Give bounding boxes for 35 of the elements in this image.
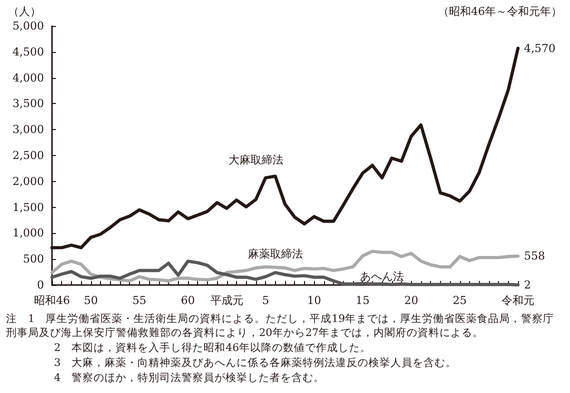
series-label: 大麻取締法	[228, 154, 284, 167]
x-tick-label: 昭和46	[34, 294, 70, 307]
y-tick-label: 4,500	[12, 45, 44, 58]
text: 注 1 厚生労働省医薬・生活衛生局の資料による。ただし，平成19年までは，厚生労働省医薬食品局，警察庁刑事局及び海上保安庁警備救難部の各資料により，20年から27年までは，内閣府の資料による。	[6, 312, 554, 339]
series-label: あへん法	[360, 270, 404, 283]
y-tick-label: 500	[23, 252, 44, 266]
x-tick-label: 55	[132, 294, 146, 307]
x-tick-label: 令和元	[502, 294, 534, 307]
y-tick-label: 1,500	[12, 200, 44, 214]
data-label: 558	[524, 250, 545, 263]
y-tick-label: 3,000	[12, 123, 44, 136]
y-tick-label: 0	[37, 278, 44, 292]
y-tick-label: 4,000	[12, 71, 44, 84]
data-label: 4,570	[524, 42, 556, 55]
data-label: 2	[524, 278, 531, 292]
x-tick-label: 平成元	[210, 294, 244, 307]
text: 4 警察のほか，特別司法警察員が検挙した者を含む。	[54, 371, 325, 384]
x-tick-label: 20	[404, 294, 418, 307]
y-tick-label: 3,500	[12, 97, 44, 110]
x-tick-label: 15	[356, 294, 370, 307]
series-label: 麻薬取締法	[248, 247, 303, 260]
x-tick-label: 50	[84, 294, 98, 307]
x-tick-label: 5	[262, 294, 270, 307]
y-tick-label: 2,500	[12, 149, 44, 162]
y-tick-label: 2,000	[12, 174, 44, 188]
line-series	[50, 250, 520, 282]
y-tick-label: 1,000	[12, 226, 44, 240]
chart-subtitle: （昭和46年～令和元年）	[438, 5, 562, 18]
x-tick-label: 10	[307, 294, 322, 307]
y-axis-title: （人）	[8, 5, 41, 18]
y-tick-label: 5,000	[12, 20, 44, 32]
text: 2 本図は，資料を入手し得た昭和46年以降の数値で作成した。	[54, 341, 372, 354]
text: 3 大麻，麻薬・向精神薬及びあへんに係る各麻薬特例法違反の検挙人員を含む。	[54, 356, 457, 369]
x-tick-label: 25	[452, 294, 467, 307]
x-tick-label: 60	[180, 294, 195, 307]
